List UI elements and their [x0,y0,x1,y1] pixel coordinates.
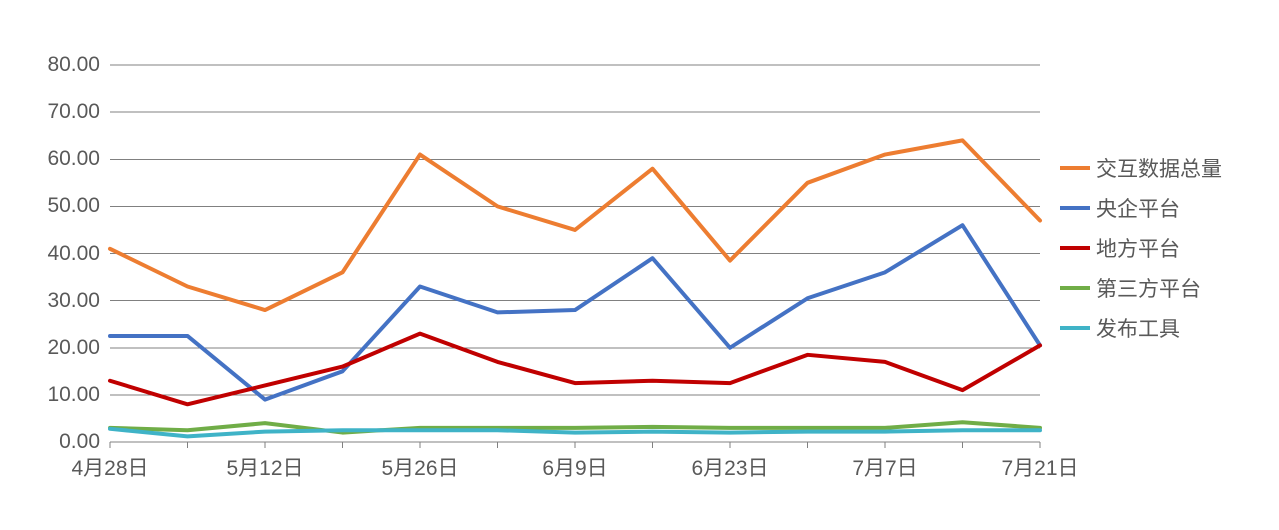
legend-swatch [1060,286,1090,290]
x-tick-label: 5月12日 [226,452,303,482]
y-tick-label: 80.00 [47,53,100,77]
line-chart: 0.00 10.00 20.00 30.00 40.00 50.00 60.00 70.00 8… [0,0,1279,530]
legend-label: 央企平台 [1096,193,1180,223]
x-tick-label: 5月26日 [381,452,458,482]
x-tick-label: 7月21日 [1001,452,1078,482]
y-tick-label: 40.00 [47,242,100,266]
legend-entry: 发布工具 [1060,313,1180,343]
series-line [110,334,1040,405]
series-line [110,140,1040,310]
legend-entry: 第三方平台 [1060,273,1201,303]
legend-swatch [1060,206,1090,210]
y-tick-label: 60.00 [47,147,100,171]
y-tick-label: 70.00 [47,100,100,124]
y-tick-label: 30.00 [47,289,100,313]
y-tick-label: 50.00 [47,194,100,218]
legend-entry: 央企平台 [1060,193,1180,223]
legend-entry: 地方平台 [1060,233,1180,263]
x-tick-label: 4月28日 [71,452,148,482]
legend-entry: 交互数据总量 [1060,153,1222,183]
chart-svg [0,0,1279,530]
legend-swatch [1060,326,1090,330]
series-line [110,429,1040,437]
legend-label: 发布工具 [1096,313,1180,343]
x-tick-label: 6月9日 [542,452,607,482]
legend-swatch [1060,166,1090,170]
legend-swatch [1060,246,1090,250]
x-tick-label: 7月7日 [852,452,917,482]
y-tick-label: 10.00 [47,383,100,407]
legend-label: 第三方平台 [1096,273,1201,303]
legend-label: 地方平台 [1096,233,1180,263]
legend-label: 交互数据总量 [1096,153,1222,183]
x-tick-label: 6月23日 [691,452,768,482]
series-line [110,225,1040,399]
y-tick-label: 0.00 [59,430,100,454]
y-tick-label: 20.00 [47,336,100,360]
